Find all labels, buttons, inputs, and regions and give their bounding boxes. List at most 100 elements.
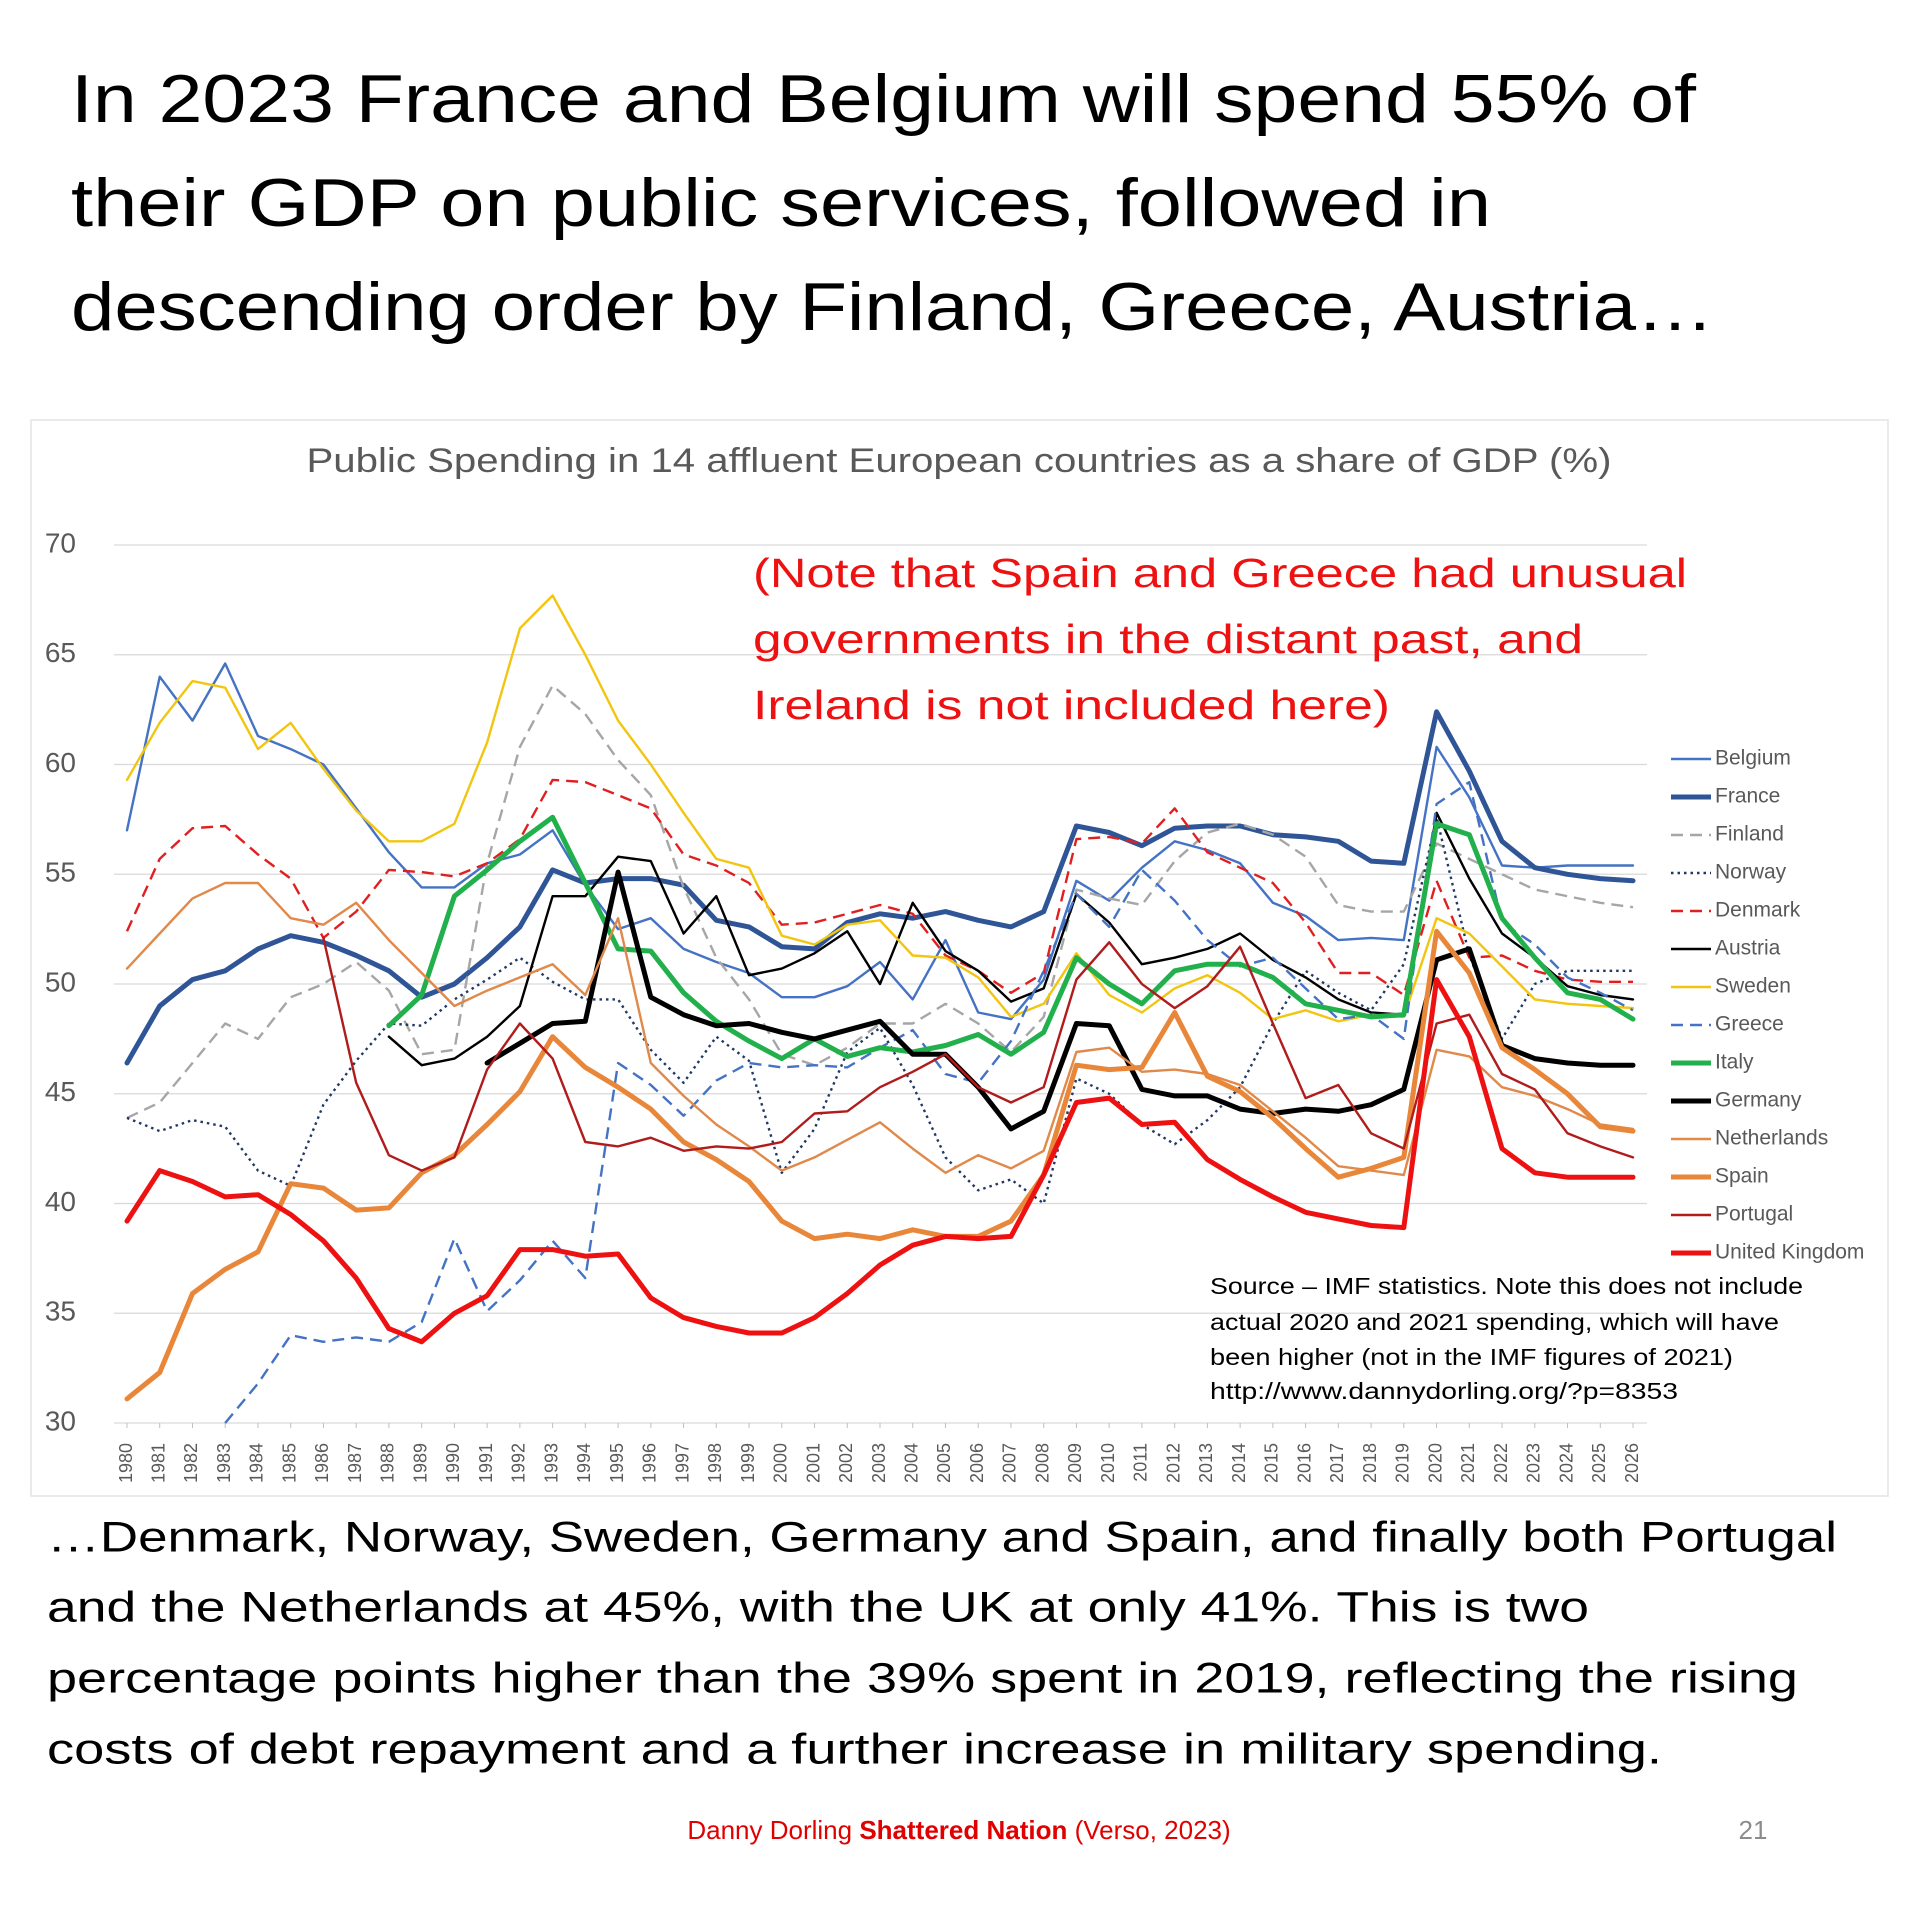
chart-title: Public Spending in 14 affluent European … [307,442,1612,480]
x-tick-label: 2000 [771,1443,791,1483]
legend-label: United Kingdom [1715,1241,1864,1264]
legend-label: France [1715,785,1780,808]
source-note: actual 2020 and 2021 spending, which wil… [1210,1309,1779,1335]
legend-label: Netherlands [1715,1127,1828,1150]
body-text: costs of debt repayment and a further in… [47,1725,1662,1773]
legend-label: Belgium [1715,747,1791,770]
headline: descending order by Finland, Greece, Aus… [71,269,1714,345]
series-line [124,928,1636,1402]
x-tick-label: 2016 [1294,1443,1314,1483]
legend-label: Italy [1715,1051,1754,1074]
x-tick-label: 2018 [1360,1443,1380,1483]
x-tick-label: 1984 [247,1443,267,1483]
y-tick-label: 60 [45,747,76,778]
x-tick-label: 2008 [1032,1443,1052,1483]
series-line [125,662,1635,1021]
page-number: 21 [1739,1815,1768,1845]
x-tick-label: 1991 [476,1443,496,1483]
x-tick-label: 1988 [378,1443,398,1483]
source-note: been higher (not in the IMF figures of 2… [1210,1344,1733,1370]
series-line [386,814,1636,1062]
x-tick-label: 2011 [1131,1443,1151,1482]
x-tick-label: 1983 [214,1443,234,1483]
x-tick-label: 2021 [1458,1443,1478,1483]
x-tick-label: 2002 [836,1443,856,1483]
series-line [322,936,1635,1172]
body-text: percentage points higher than the 39% sp… [47,1654,1798,1702]
source-note: http://www.dannydorling.org/?p=8353 [1210,1378,1678,1404]
headline: their GDP on public services, followed i… [71,165,1491,241]
x-tick-label: 1980 [116,1443,136,1483]
x-tick-label: 2026 [1622,1443,1642,1483]
legend-label: Sweden [1715,975,1791,998]
body-text: and the Netherlands at 45%, with the UK … [47,1583,1589,1631]
x-tick-label: 2006 [967,1443,987,1483]
x-tick-label: 2007 [1000,1443,1020,1483]
footer-author: Danny Dorling [687,1815,852,1845]
x-tick-label: 1994 [574,1443,594,1483]
y-tick-label: 70 [45,527,76,558]
source-note: Source – IMF statistics. Note this does … [1210,1273,1803,1299]
series-line [125,778,1633,997]
x-tick-label: 1990 [443,1443,463,1483]
x-tick-label: 1987 [345,1443,365,1483]
x-tick-label: 2024 [1556,1443,1576,1483]
x-tick-label: 2010 [1098,1443,1118,1483]
x-tick-label: 1989 [410,1443,430,1483]
x-tick-label: 2025 [1589,1443,1609,1483]
x-tick-label: 2015 [1262,1443,1282,1483]
x-tick-label: 1993 [541,1443,561,1483]
headline: In 2023 France and Belgium will spend 55… [71,61,1696,137]
x-tick-label: 1992 [509,1443,529,1483]
legend-label: Greece [1715,1013,1784,1036]
x-tick-label: 2009 [1065,1443,1085,1483]
series-line [126,684,1634,1119]
x-tick-label: 1981 [148,1443,168,1483]
legend-label: Denmark [1715,899,1801,922]
x-tick-label: 1996 [640,1443,660,1483]
x-tick-label: 2005 [934,1443,954,1483]
y-tick-label: 55 [45,857,76,888]
x-tick-label: 2017 [1327,1443,1347,1483]
legend-label: Portugal [1715,1203,1793,1226]
y-tick-label: 35 [45,1296,76,1327]
annotation: governments in the distant past, and [753,616,1583,662]
x-tick-label: 1995 [607,1443,627,1483]
legend-label: Spain [1715,1165,1769,1188]
x-tick-label: 1998 [705,1443,725,1483]
y-tick-label: 50 [45,966,76,997]
x-tick-label: 2020 [1425,1443,1445,1483]
annotation: Ireland is not included here) [753,682,1390,728]
x-tick-label: 2014 [1229,1443,1249,1483]
x-tick-label: 2019 [1393,1443,1413,1483]
x-tick-label: 2013 [1196,1443,1216,1483]
x-tick-label: 2004 [901,1443,921,1483]
legend-label: Germany [1715,1089,1802,1112]
footer: Danny Dorling Shattered Nation (Verso, 2… [687,1815,1230,1845]
x-tick-label: 2012 [1163,1443,1183,1483]
y-tick-label: 30 [45,1405,76,1436]
y-tick-label: 45 [45,1076,76,1107]
x-tick-label: 2023 [1524,1443,1544,1483]
series-line [484,869,1636,1132]
x-tick-label: 2003 [869,1443,889,1483]
x-tick-label: 1999 [738,1443,758,1483]
y-tick-label: 40 [45,1186,76,1217]
x-tick-label: 1997 [672,1443,692,1483]
footer-publisher: (Verso, 2023) [1075,1815,1231,1845]
plot-area: 30 35 40 45 50 55 60 65 70 1980 1981 1982 1983 1984 19… [45,527,1865,1483]
x-tick-label: 2001 [803,1443,823,1483]
series-line [125,881,1635,1177]
x-tick-label: 1982 [181,1443,201,1483]
legend-label: Norway [1715,861,1787,884]
footer-book: Shattered Nation [859,1815,1067,1845]
x-tick-label: 1986 [312,1443,332,1483]
series-line [124,709,1636,1066]
chart-frame [30,419,1889,1497]
x-tick-label: 2022 [1491,1443,1511,1483]
body-text: …Denmark, Norway, Sweden, Germany and Sp… [47,1513,1837,1561]
series-line [124,977,1636,1345]
annotation: (Note that Spain and Greece had unusual [753,550,1687,596]
x-tick-label: 1985 [279,1443,299,1483]
